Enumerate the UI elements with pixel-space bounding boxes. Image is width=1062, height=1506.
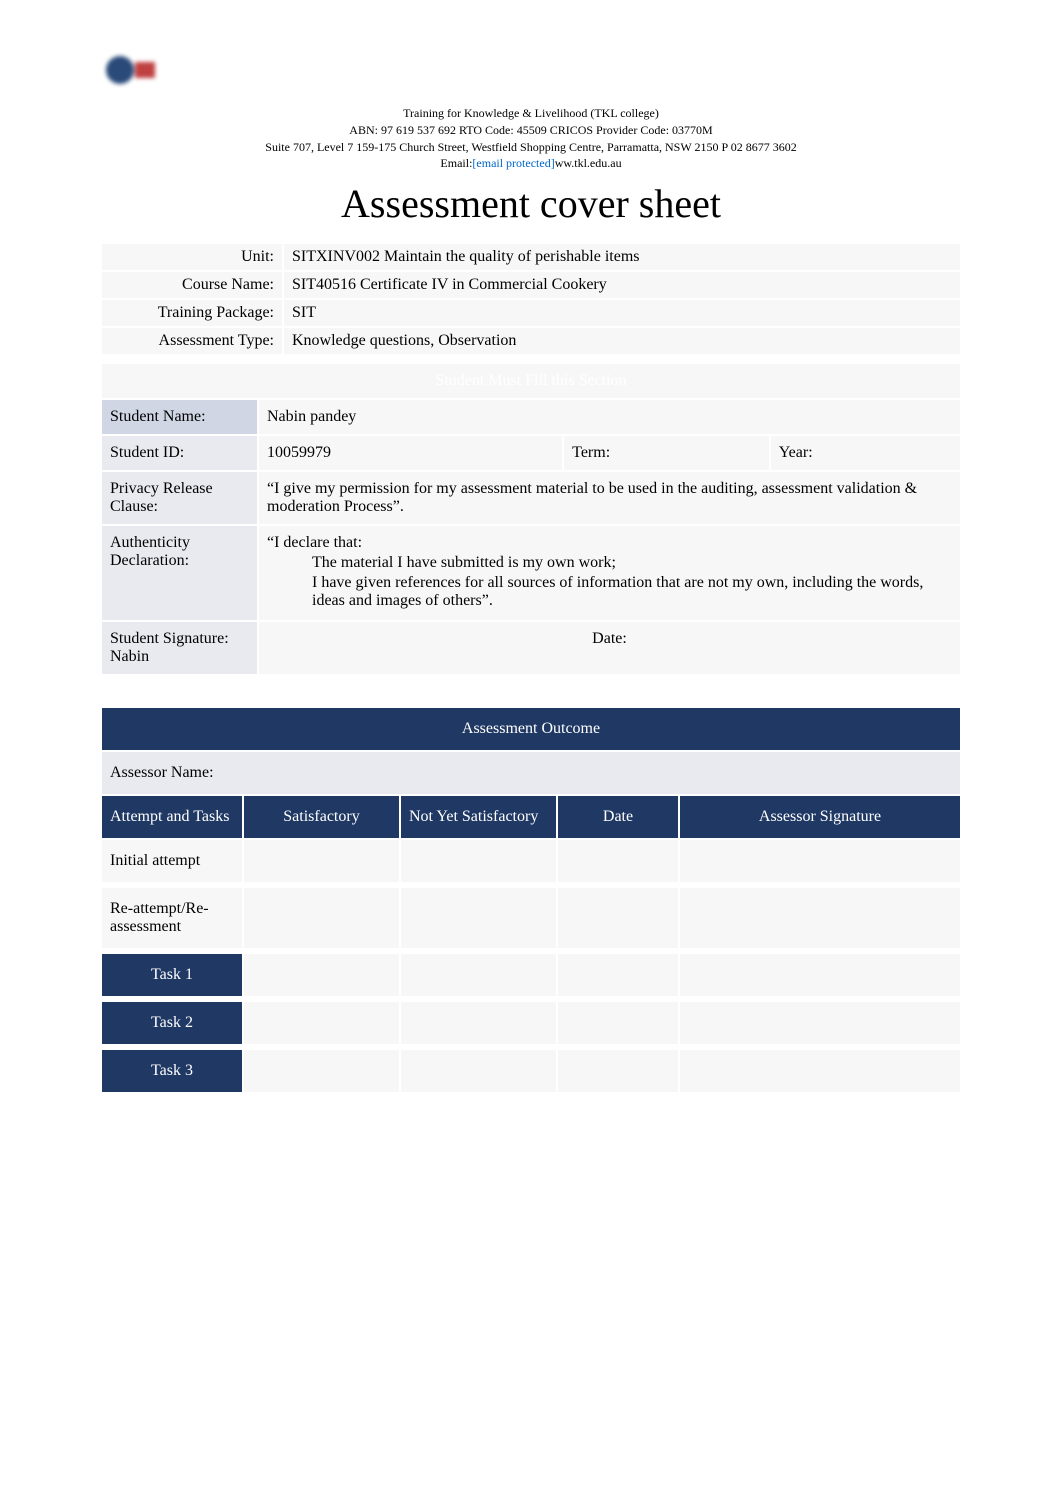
auth-item-1: The material I have submitted is my own … <box>287 554 952 572</box>
checkbox-icon[interactable]:  <box>401 1050 556 1096</box>
course-value: SIT40516 Certificate IV in Commercial Co… <box>284 272 960 298</box>
date-cell <box>558 840 678 886</box>
year-label: Year: <box>771 436 960 470</box>
assessment-type-label: Assessment Type: <box>102 328 282 354</box>
signature-cell <box>680 840 960 886</box>
checkbox-icon[interactable]:  <box>244 1002 399 1048</box>
info-table: Unit: SITXINV002 Maintain the quality of… <box>100 242 962 356</box>
assessor-name-label: Assessor Name: <box>102 752 960 794</box>
col-signature: Assessor Signature <box>680 796 960 838</box>
page-title: Assessment cover sheet <box>100 180 962 227</box>
col-not-satisfactory: Not Yet Satisfactory <box>401 796 556 838</box>
checkbox-icon[interactable]:  <box>401 840 556 886</box>
signature-label: Student Signature: Nabin <box>102 622 257 674</box>
email-line: Email:[email protected]ww.tkl.edu.au <box>100 155 962 172</box>
checkbox-icon[interactable]:  <box>244 1050 399 1096</box>
date-cell <box>558 1050 678 1096</box>
privacy-label: Privacy Release Clause: <box>102 472 257 524</box>
date-label: Date: <box>259 622 960 674</box>
assessment-type-value: Knowledge questions, Observation <box>284 328 960 354</box>
checkbox-icon[interactable]:  <box>401 954 556 1000</box>
task-label: Task 2 <box>102 1002 242 1048</box>
email-prefix: Email: <box>440 156 472 170</box>
declaration-list: The material I have submitted is my own … <box>267 554 952 610</box>
col-satisfactory: Satisfactory <box>244 796 399 838</box>
date-cell <box>558 1002 678 1048</box>
student-section-header: Student Must Fill this Section <box>102 364 960 398</box>
student-section-table: Student Must Fill this Section Student N… <box>100 362 962 676</box>
auth-content: “I declare that: The material I have sub… <box>259 526 960 620</box>
outcome-table: Assessment Outcome Assessor Name: Attemp… <box>100 706 962 1098</box>
checkbox-icon[interactable]:  <box>401 888 556 952</box>
task-label: Task 3 <box>102 1050 242 1096</box>
website-text: ww.tkl.edu.au <box>555 156 622 170</box>
row-label: Re-attempt/Re-assessment <box>102 888 242 952</box>
checkbox-icon[interactable]:  <box>401 1002 556 1048</box>
row-label: Initial attempt <box>102 840 242 886</box>
signature-cell <box>680 1050 960 1096</box>
student-id-label: Student ID: <box>102 436 257 470</box>
student-name-value: Nabin pandey <box>259 400 960 434</box>
abn-line: ABN: 97 619 537 692 RTO Code: 45509 CRIC… <box>100 122 962 139</box>
col-attempt: Attempt and Tasks <box>102 796 242 838</box>
date-cell <box>558 954 678 1000</box>
unit-value: SITXINV002 Maintain the quality of peris… <box>284 244 960 270</box>
student-id-value: 10059979 <box>259 436 562 470</box>
term-label: Term: <box>564 436 769 470</box>
privacy-value: “I give my permission for my assessment … <box>259 472 960 524</box>
package-label: Training Package: <box>102 300 282 326</box>
col-date: Date <box>558 796 678 838</box>
package-value: SIT <box>284 300 960 326</box>
checkbox-icon[interactable]:  <box>244 888 399 952</box>
outcome-header: Assessment Outcome <box>102 708 960 750</box>
address-line: Suite 707, Level 7 159-175 Church Street… <box>100 139 962 156</box>
signature-cell <box>680 954 960 1000</box>
email-link[interactable]: [email protected] <box>472 156 554 170</box>
auth-item-2: I have given references for all sources … <box>287 574 952 610</box>
unit-label: Unit: <box>102 244 282 270</box>
auth-label: Authenticity Declaration: <box>102 526 257 620</box>
signature-cell <box>680 1002 960 1048</box>
task-label: Task 1 <box>102 954 242 1000</box>
college-logo <box>100 50 165 90</box>
header-info: Training for Knowledge & Livelihood (TKL… <box>100 105 962 172</box>
student-name-label: Student Name: <box>102 400 257 434</box>
checkbox-icon[interactable]:  <box>244 840 399 886</box>
org-name: Training for Knowledge & Livelihood (TKL… <box>100 105 962 122</box>
checkbox-icon[interactable]:  <box>244 954 399 1000</box>
auth-intro: “I declare that: <box>267 534 952 552</box>
logo-area <box>100 50 962 95</box>
signature-cell <box>680 888 960 952</box>
date-cell <box>558 888 678 952</box>
course-label: Course Name: <box>102 272 282 298</box>
